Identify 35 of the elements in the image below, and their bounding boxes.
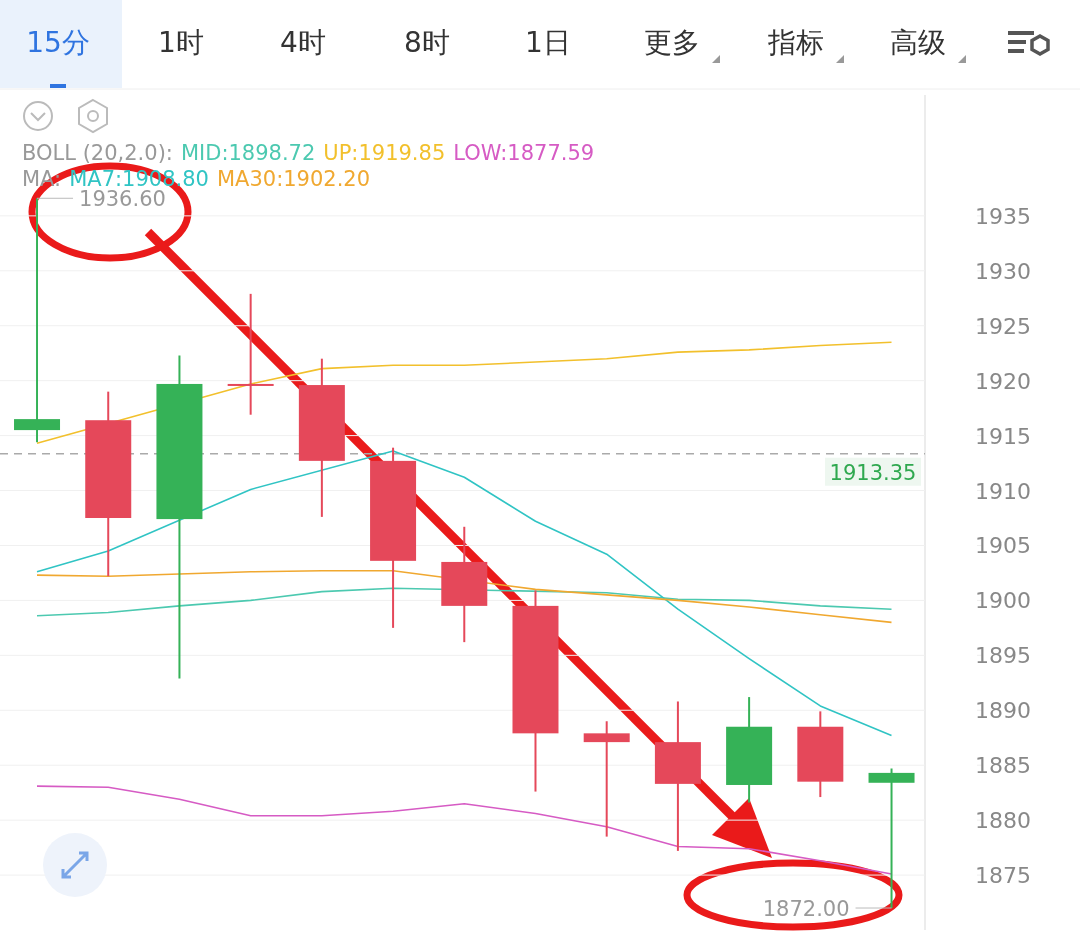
line-series	[36, 785, 893, 875]
y-tick-label: 1925	[975, 313, 1031, 339]
text: 1时	[158, 26, 204, 59]
line-series	[36, 341, 893, 445]
text: 高级	[890, 26, 946, 59]
y-tick-label: 1885	[975, 753, 1031, 779]
y-tick-label: 1905	[975, 533, 1031, 559]
y-tick-label: 1880	[975, 808, 1031, 834]
text: 更多	[644, 26, 700, 59]
annotation: 1872.00	[762, 897, 850, 922]
candlestick	[583, 720, 630, 838]
text: MID:1898.72	[180, 141, 316, 165]
text: 指标	[767, 26, 824, 59]
y-tick-label: 1915	[975, 423, 1031, 449]
text: 1日	[525, 26, 571, 59]
candlestick	[227, 292, 274, 416]
y-tick-label: 1935	[975, 203, 1031, 229]
line-series	[36, 587, 893, 617]
annotation: 1936.60	[79, 187, 166, 212]
y-tick-label: 1875	[975, 863, 1031, 889]
text: 15分	[26, 26, 90, 59]
text: MA30:1902.20	[216, 167, 371, 191]
ref-line-label: 1913.35	[829, 460, 917, 485]
text: LOW:1877.59	[453, 141, 595, 165]
y-tick-label: 1910	[975, 478, 1031, 504]
text: 4时	[280, 26, 326, 59]
y-tick-label: 1890	[975, 698, 1031, 724]
text: UP:1919.85	[323, 141, 446, 165]
line-series	[36, 569, 893, 624]
y-tick-label: 1920	[975, 368, 1031, 394]
y-tick-label: 1900	[975, 588, 1031, 614]
text: 8时	[404, 26, 450, 59]
annotation: BOLL (20,2.0):	[22, 141, 173, 165]
y-tick-label: 1895	[975, 643, 1031, 669]
y-tick-label: 1930	[975, 258, 1031, 284]
